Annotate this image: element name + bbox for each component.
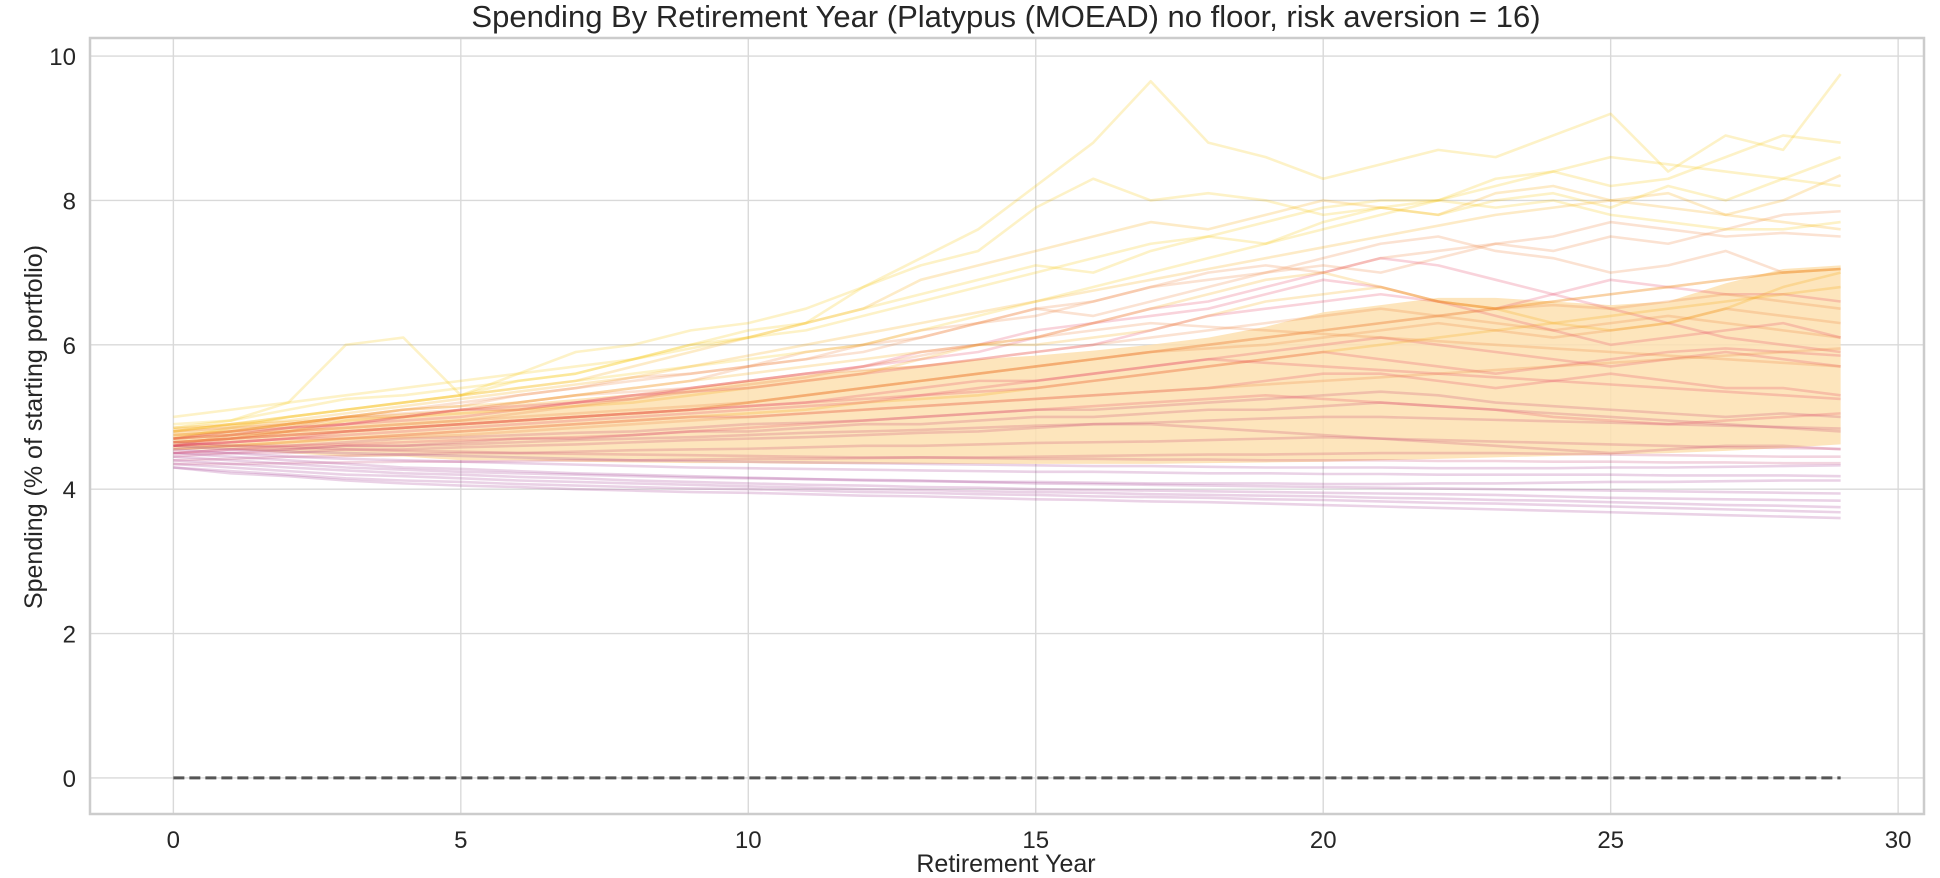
series-line <box>173 458 1841 503</box>
y-tick-labels: 0 2 4 6 8 10 <box>49 44 76 793</box>
series-line <box>173 448 1841 478</box>
series-line <box>173 451 1841 466</box>
series-line <box>173 321 1841 440</box>
series-line <box>173 466 1841 514</box>
series-line <box>173 267 1841 444</box>
y-tick-label: 0 <box>63 766 76 793</box>
series-line <box>173 372 1841 448</box>
series-line <box>173 199 1841 430</box>
series-line <box>173 134 1841 440</box>
series-line <box>173 435 1841 462</box>
series-line <box>173 278 1841 448</box>
series-line <box>173 390 1841 451</box>
series-line <box>173 199 1841 419</box>
series-line <box>173 440 1841 465</box>
series-line <box>173 336 1841 448</box>
series-line <box>173 444 1841 470</box>
y-tick-label: 2 <box>63 622 76 649</box>
x-tick-label: 15 <box>1022 827 1049 854</box>
series-line <box>173 267 1841 444</box>
series-line <box>173 347 1841 444</box>
series-line <box>173 220 1841 440</box>
series-line <box>173 451 1841 495</box>
series-lines <box>173 73 1842 520</box>
series-line <box>173 155 1841 433</box>
plot-frame <box>88 36 1926 816</box>
x-tick-label: 25 <box>1597 827 1624 854</box>
series-line <box>173 466 1841 520</box>
x-tick-labels: 0 5 10 15 20 25 30 <box>167 827 1912 854</box>
x-tick-label: 30 <box>1885 827 1912 854</box>
x-tick-label: 20 <box>1310 827 1337 854</box>
series-line <box>173 455 1841 486</box>
x-tick-label: 10 <box>735 827 762 854</box>
x-tick-label: 5 <box>454 827 467 854</box>
series-line <box>173 307 1841 433</box>
series-line <box>173 415 1841 455</box>
series-line <box>173 292 1841 440</box>
series-line <box>173 155 1842 430</box>
y-tick-label: 10 <box>49 44 76 71</box>
series-line <box>173 347 1841 448</box>
series-line <box>173 307 1841 440</box>
chart-title: Spending By Retirement Year (Platypus (M… <box>471 0 1540 34</box>
series-line <box>173 401 1841 455</box>
series-line <box>173 271 1841 437</box>
series-line <box>173 256 1841 440</box>
series-line <box>173 73 1842 426</box>
series-line <box>173 292 1841 444</box>
x-axis-label: Retirement Year <box>916 850 1095 878</box>
percentile-band <box>173 265 1841 464</box>
series-line <box>173 209 1841 448</box>
percentile-band-area <box>173 265 1841 464</box>
y-tick-label: 4 <box>63 477 76 504</box>
series-line <box>173 394 1841 455</box>
series-line <box>173 357 1841 448</box>
series-line <box>173 235 1841 437</box>
series-line <box>173 173 1842 433</box>
series-line <box>173 422 1841 458</box>
x-tick-label: 0 <box>167 827 180 854</box>
y-tick-label: 8 <box>63 188 76 215</box>
y-tick-label: 6 <box>63 333 76 360</box>
y-axis-label: Spending (% of starting portfolio) <box>20 245 48 609</box>
series-line <box>173 285 1841 451</box>
series-line <box>173 462 1841 509</box>
